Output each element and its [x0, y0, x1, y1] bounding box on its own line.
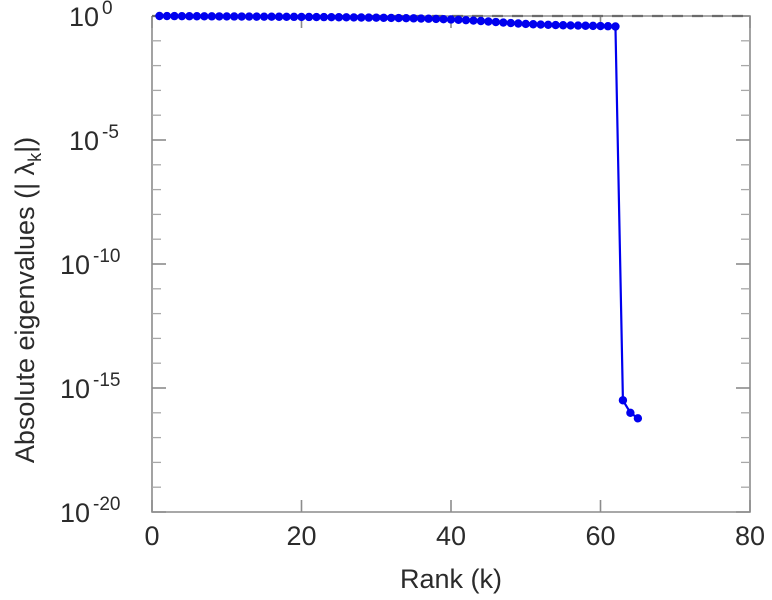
data-point — [185, 12, 194, 21]
y-axis-label-tail: |) — [10, 137, 40, 153]
data-point — [327, 12, 336, 22]
data-point — [200, 12, 209, 21]
data-point — [529, 20, 538, 29]
data-point — [170, 11, 179, 21]
data-point — [409, 14, 418, 23]
x-tick-label-4: 80 — [735, 521, 765, 551]
x-axis-ticks — [151, 16, 751, 512]
y-tick-labels: 10 0 10 -5 10 -10 10 -15 10 -20 — [60, 0, 121, 528]
data-point — [461, 15, 471, 25]
data-point — [222, 12, 231, 21]
y-tick-mantissa-2: 10 — [60, 250, 90, 280]
data-point — [566, 21, 575, 30]
data-point — [506, 18, 515, 28]
data-point — [207, 12, 217, 21]
data-point — [484, 17, 493, 26]
y-axis-label: Absolute eigenvalues (| λ — [10, 161, 40, 463]
x-axis-label: Rank (k) — [400, 564, 502, 594]
y-axis-label-group: Absolute eigenvalues (| λk|) — [10, 137, 45, 463]
data-point — [387, 13, 396, 23]
data-point — [252, 12, 261, 21]
data-point — [626, 408, 635, 417]
y-tick-exponent-3: -15 — [93, 370, 120, 391]
y-tick-mantissa-3: 10 — [60, 374, 90, 404]
data-point — [401, 14, 411, 23]
data-point — [192, 12, 202, 21]
y-tick-exponent-1: -5 — [102, 122, 119, 143]
data-point — [514, 19, 523, 28]
x-tick-labels: 0 20 40 60 80 — [144, 521, 765, 551]
y-axis-label-subscript: k — [25, 152, 45, 162]
data-point — [454, 15, 463, 24]
data-point — [379, 13, 388, 23]
data-point — [499, 18, 508, 27]
data-point — [536, 20, 545, 29]
data-point — [259, 12, 269, 21]
data-point — [237, 12, 246, 21]
data-point — [319, 12, 329, 22]
data-point — [274, 12, 284, 21]
axes-frame — [151, 15, 751, 513]
y-tick-mantissa-0: 10 — [69, 2, 99, 32]
y-tick-mantissa-1: 10 — [69, 126, 99, 156]
x-tick-label-3: 60 — [585, 521, 615, 551]
svg-text:Absolute eigenvalues (| λk|): Absolute eigenvalues (| λk|) — [10, 137, 45, 463]
data-point — [357, 13, 366, 22]
data-point — [244, 12, 254, 21]
data-series-group — [155, 11, 643, 423]
data-point — [312, 12, 321, 22]
data-point — [394, 13, 403, 23]
data-point — [543, 20, 553, 30]
data-point — [491, 17, 501, 27]
data-point — [342, 13, 351, 22]
data-markers-group — [155, 11, 643, 423]
y-tick-exponent-2: -10 — [93, 246, 120, 267]
data-point — [372, 13, 381, 22]
data-point — [297, 12, 306, 22]
y-tick-exponent-4: -20 — [93, 494, 120, 515]
data-point — [334, 13, 344, 22]
y-tick-exponent-0: 0 — [102, 0, 113, 19]
x-tick-label-1: 20 — [286, 521, 316, 551]
data-point — [551, 20, 560, 30]
data-point — [215, 12, 224, 21]
data-point — [581, 21, 590, 30]
data-point — [469, 16, 478, 25]
x-tick-label-0: 0 — [144, 521, 159, 551]
data-point — [573, 21, 583, 30]
data-point — [424, 14, 433, 23]
data-point — [446, 15, 456, 24]
data-point — [603, 22, 613, 31]
data-point — [267, 12, 276, 21]
data-point — [155, 11, 164, 21]
data-point — [558, 21, 568, 30]
data-point — [416, 14, 426, 23]
data-point — [588, 21, 598, 31]
data-point — [439, 15, 448, 24]
data-point — [230, 12, 239, 21]
data-point — [596, 21, 605, 31]
data-point — [289, 12, 299, 22]
y-axis-ticks — [152, 15, 750, 513]
data-point — [304, 12, 314, 22]
data-line — [158, 14, 639, 420]
data-point — [633, 414, 643, 423]
data-point — [177, 11, 187, 21]
data-point — [162, 11, 172, 21]
data-point — [611, 22, 620, 31]
data-point — [521, 19, 530, 29]
x-tick-label-2: 40 — [436, 521, 466, 551]
data-point — [618, 396, 628, 405]
data-point — [431, 14, 441, 24]
data-point — [476, 16, 486, 26]
axes-box — [151, 15, 751, 513]
data-point — [349, 13, 359, 22]
data-point — [364, 13, 373, 22]
data-point — [282, 12, 291, 21]
y-tick-mantissa-4: 10 — [60, 498, 90, 528]
